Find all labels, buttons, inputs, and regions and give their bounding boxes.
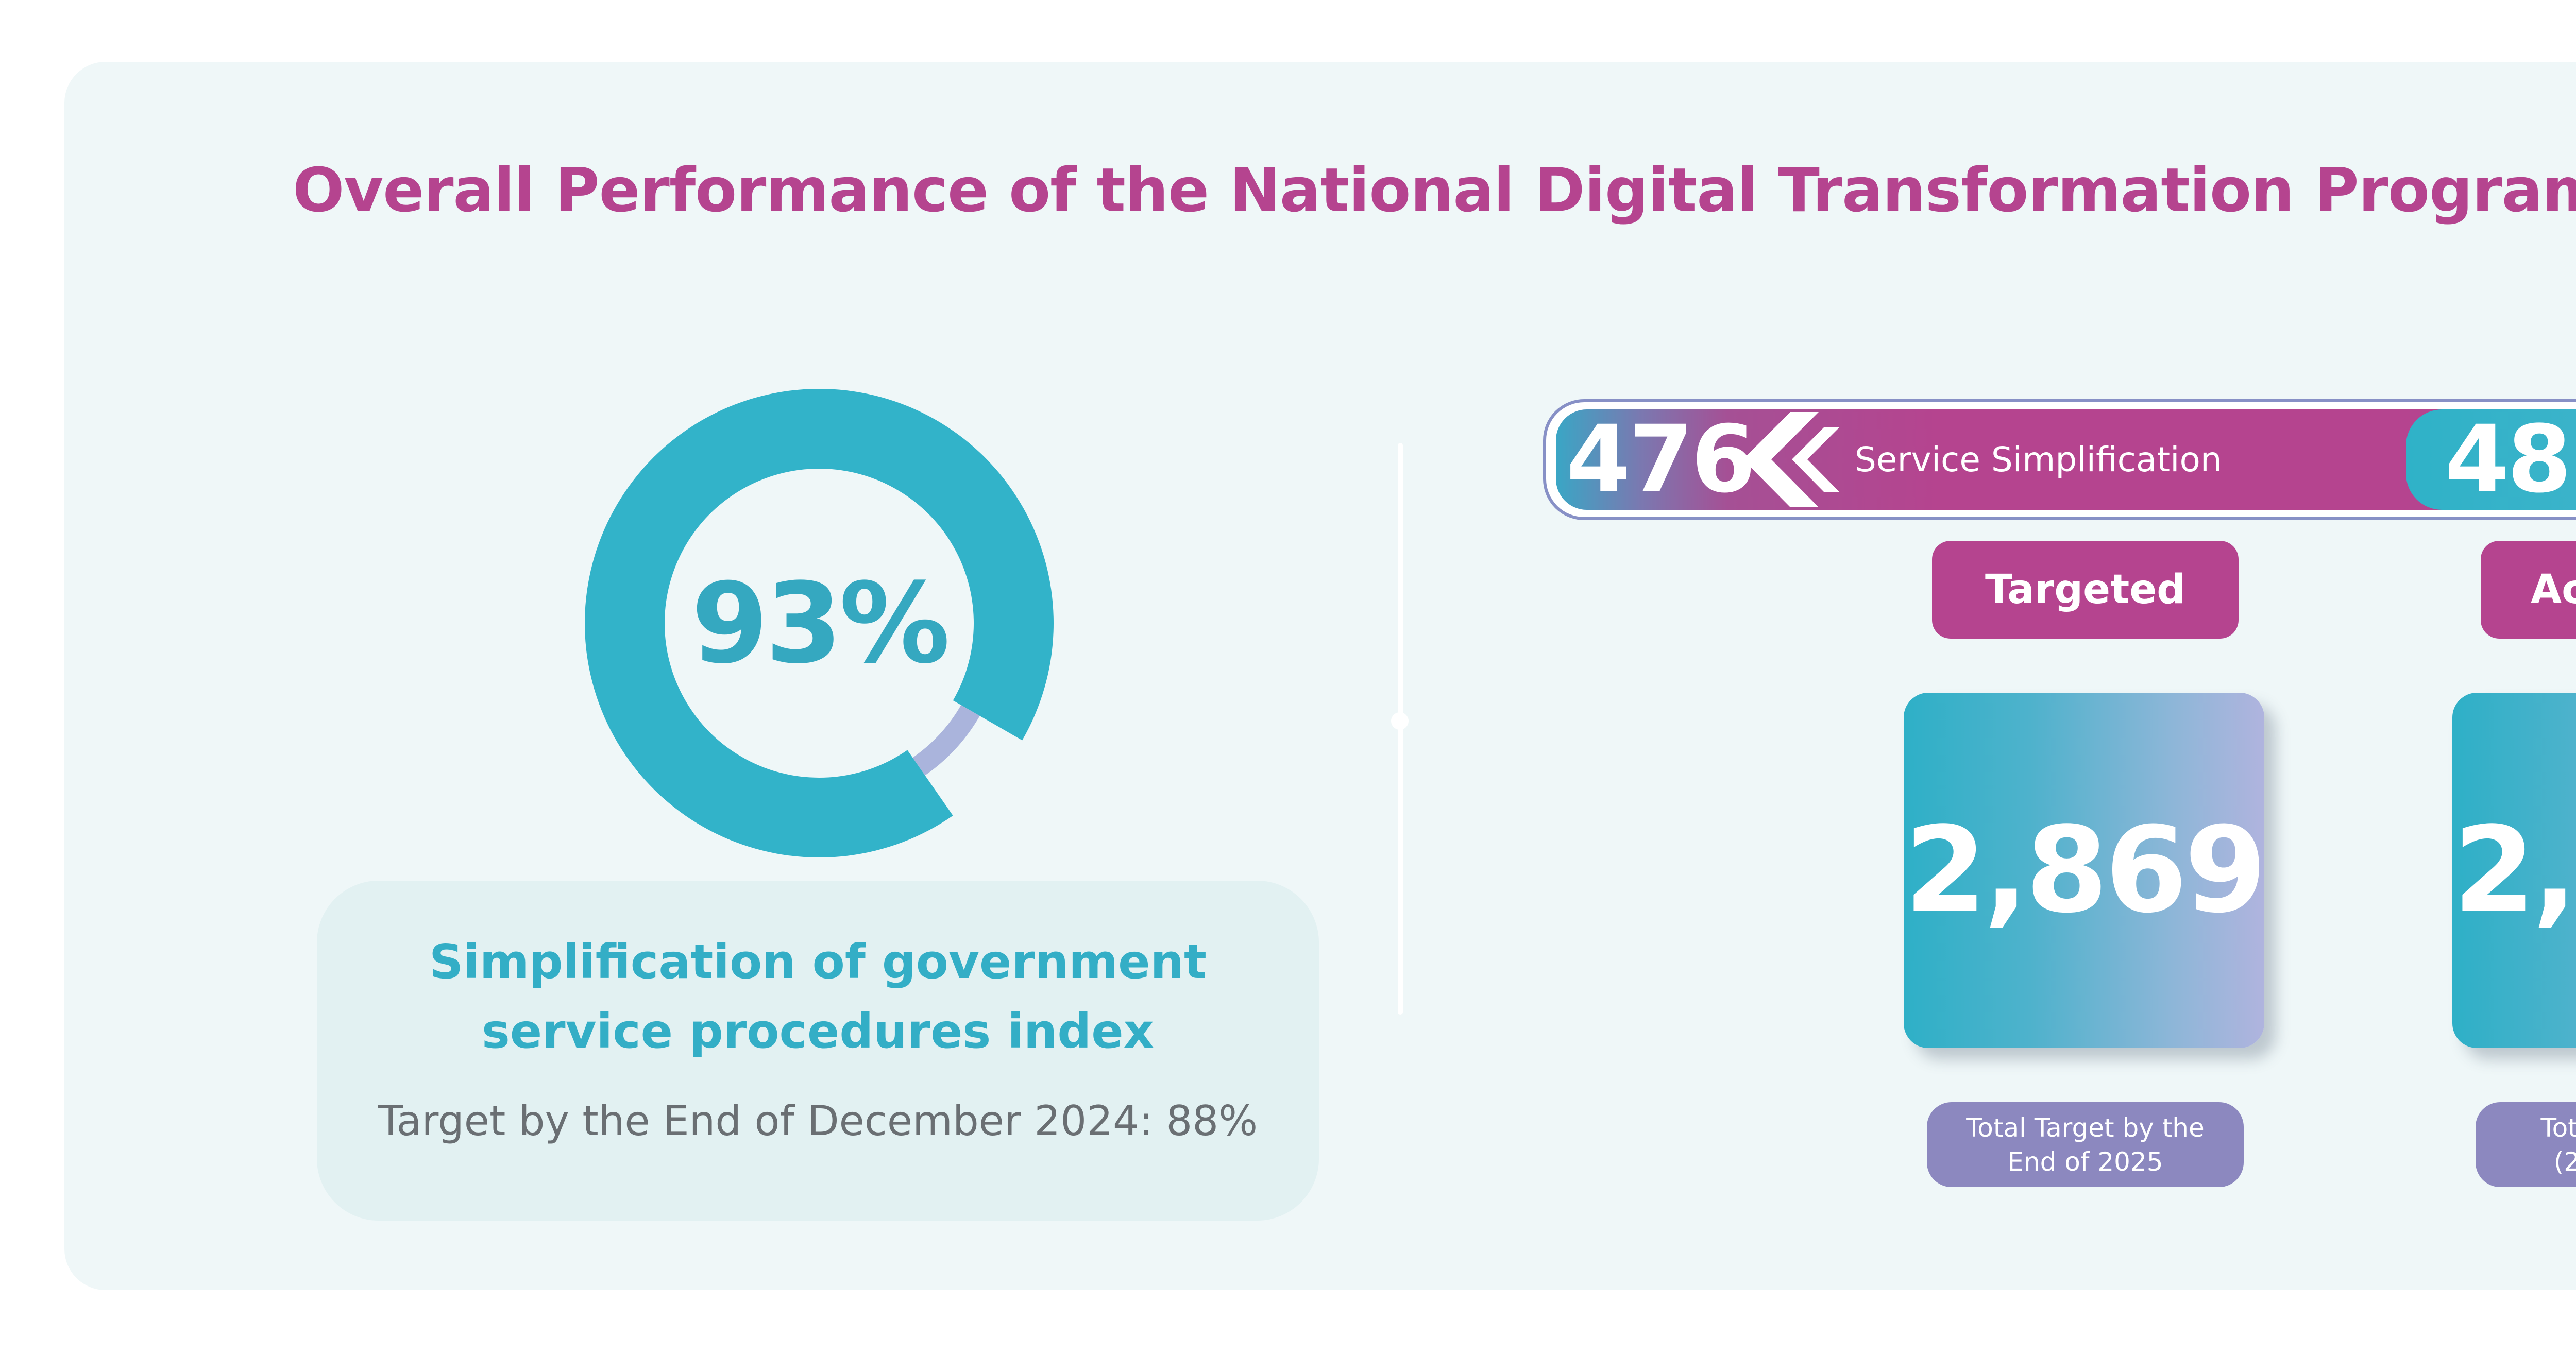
index-title-line1: Simplification of government [429,934,1207,989]
achieved-caption: Total Achieved (2021-2024) [2476,1102,2576,1187]
targeted-pill: Targeted [1932,541,2239,639]
achieved-caption-line2: (2021-2024) [2553,1146,2576,1177]
banner-right-number: 481 [2445,406,2576,513]
banner-left-segment [1556,409,2509,510]
donut-slice-achieved [585,389,1054,857]
page-title: Overall Performance of the National Digi… [293,155,2576,226]
donut-slice-remaining [912,705,980,776]
index-title: Simplification of government service pro… [317,927,1319,1066]
banner-left-label: Service Simplification [1855,440,2222,479]
achieved-pill: Achieved [2481,541,2576,639]
index-title-line2: service procedures index [482,1004,1154,1059]
targeted-caption-line2: End of 2025 [2007,1146,2163,1177]
banner-left-number: 476 [1566,406,1756,513]
divider-dot [1391,712,1409,730]
donut-center-value: 93% [691,558,951,688]
achieved-value-card: 2,680 [2452,693,2576,1048]
index-panel [317,881,1319,1221]
double-chevron-left-icon [1743,412,1839,507]
banner-right-segment [2406,409,2576,510]
targeted-value-card: 2,869 [1904,693,2267,1048]
targeted-caption: Total Target by the End of 2025 [1927,1102,2244,1187]
index-donut-chart [585,389,1054,857]
achieved-caption-line1: Total Achieved [2540,1112,2576,1143]
targeted-caption-line1: Total Target by the [1966,1112,2205,1143]
index-target-text: Target by the End of December 2024: 88% [378,1097,1258,1145]
